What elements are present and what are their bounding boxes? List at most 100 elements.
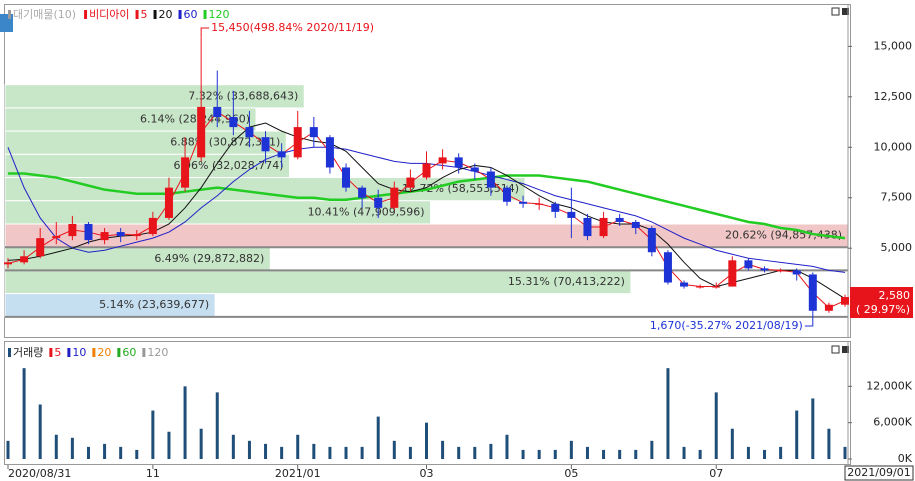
x-tick-label: 2020/08/31 [8, 467, 71, 480]
candle-body [583, 217, 592, 237]
candle-body [486, 171, 495, 188]
volume-bar [247, 440, 251, 459]
volume-profile-label: 15.31% (70,413,222) [508, 275, 625, 288]
legend-swatch [178, 10, 182, 19]
candle-body [712, 286, 721, 288]
y-tick-label: 10,000 [874, 140, 913, 153]
volume-bar [360, 446, 364, 459]
volume-bar [811, 398, 815, 459]
candle-body [164, 187, 173, 218]
volume-bar [312, 443, 316, 459]
side-tab[interactable] [0, 14, 13, 32]
date-box [844, 465, 914, 481]
candle-body [358, 187, 367, 198]
volume-bar [6, 440, 10, 459]
volume-bar [602, 449, 606, 459]
volume-bar [489, 443, 493, 459]
candle-body [663, 252, 672, 283]
candle-body [52, 236, 61, 239]
volume-bar [843, 446, 847, 459]
candle-body [84, 223, 93, 241]
candle-body [277, 151, 286, 158]
candle-body [776, 270, 785, 272]
y-tick-label: 5,000 [881, 241, 913, 254]
volume-bar [167, 431, 171, 459]
candle-body [470, 167, 479, 172]
volume-bar [408, 446, 412, 459]
candle-body [325, 137, 334, 168]
volume-bar [763, 449, 767, 459]
volume-bar [280, 446, 284, 459]
legend-entry: 60 [184, 8, 198, 21]
volume-bar [215, 392, 219, 459]
volume-legend-entry: 120 [147, 346, 168, 359]
candle-body [68, 223, 77, 237]
candle-body [148, 217, 157, 235]
volume-bar [328, 446, 332, 459]
candle-body [100, 232, 109, 241]
volume-bar [537, 449, 541, 459]
candle-body [760, 268, 769, 271]
legend-title: 대기매물(10) [13, 8, 76, 21]
last-price: 2,580 [879, 289, 911, 302]
low-marker [804, 315, 814, 327]
candle-body [213, 106, 222, 117]
x-tick-label: 2021/01 [275, 467, 321, 480]
window-button[interactable] [831, 7, 840, 16]
volume-bar [54, 434, 58, 459]
x-tick-label: 03 [420, 467, 434, 480]
candle-body [744, 260, 753, 269]
candle-body [4, 262, 12, 265]
candle-body [647, 228, 656, 253]
legend-swatch [8, 10, 11, 19]
candle-body [36, 238, 45, 257]
candle-body [342, 167, 351, 188]
high-marker [200, 27, 210, 38]
window-button[interactable] [842, 8, 849, 15]
last-price-box [850, 287, 913, 318]
volume-bar [119, 446, 123, 459]
volume-profile-label: 10.41% (47,909,596) [308, 205, 425, 218]
candle-body [374, 197, 383, 208]
candle-body [519, 201, 528, 204]
volume-panel-frame [4, 341, 851, 465]
volume-bar [135, 449, 139, 459]
window-button[interactable] [842, 346, 849, 353]
legend-swatch [49, 348, 53, 357]
x-tick-label: 2021/09/01 [847, 466, 910, 479]
volume-profile-label: 7.32% (33,688,643) [188, 89, 298, 102]
candle-body [132, 234, 141, 237]
legend-swatch [117, 348, 121, 357]
volume-bar [827, 428, 831, 459]
volume-bar [473, 446, 477, 459]
volume-tick-label: 12,000K [866, 379, 912, 392]
y-tick-label: 7,500 [881, 191, 913, 204]
volume-bar [714, 392, 718, 459]
candle-body [808, 274, 817, 311]
volume-bar [103, 443, 107, 459]
volume-bar [730, 428, 734, 459]
candle-body [181, 157, 190, 188]
candle-body [696, 286, 705, 288]
legend-name: 비디아이 [89, 8, 129, 21]
legend-entry: 5 [141, 8, 148, 21]
candle-body [406, 177, 415, 188]
ma-20 [7, 122, 846, 300]
volume-bar [376, 416, 380, 459]
candle-body [20, 256, 29, 263]
volume-bar [569, 440, 573, 459]
candle-body [824, 304, 833, 311]
y-tick-label: 12,500 [874, 90, 913, 103]
candle-body [197, 106, 206, 158]
volume-profile-label: 20.62% (94,857,438) [725, 229, 842, 242]
window-button[interactable] [831, 345, 840, 354]
candle-body [390, 187, 399, 208]
candle-body [728, 260, 737, 287]
candle-body [245, 127, 254, 138]
volume-profile-label: 6.49% (29,872,882) [154, 252, 264, 265]
volume-bar [38, 404, 42, 459]
volume-bar [264, 443, 268, 459]
volume-bar [441, 440, 445, 459]
volume-bar [795, 410, 799, 459]
candle-body [535, 203, 544, 205]
